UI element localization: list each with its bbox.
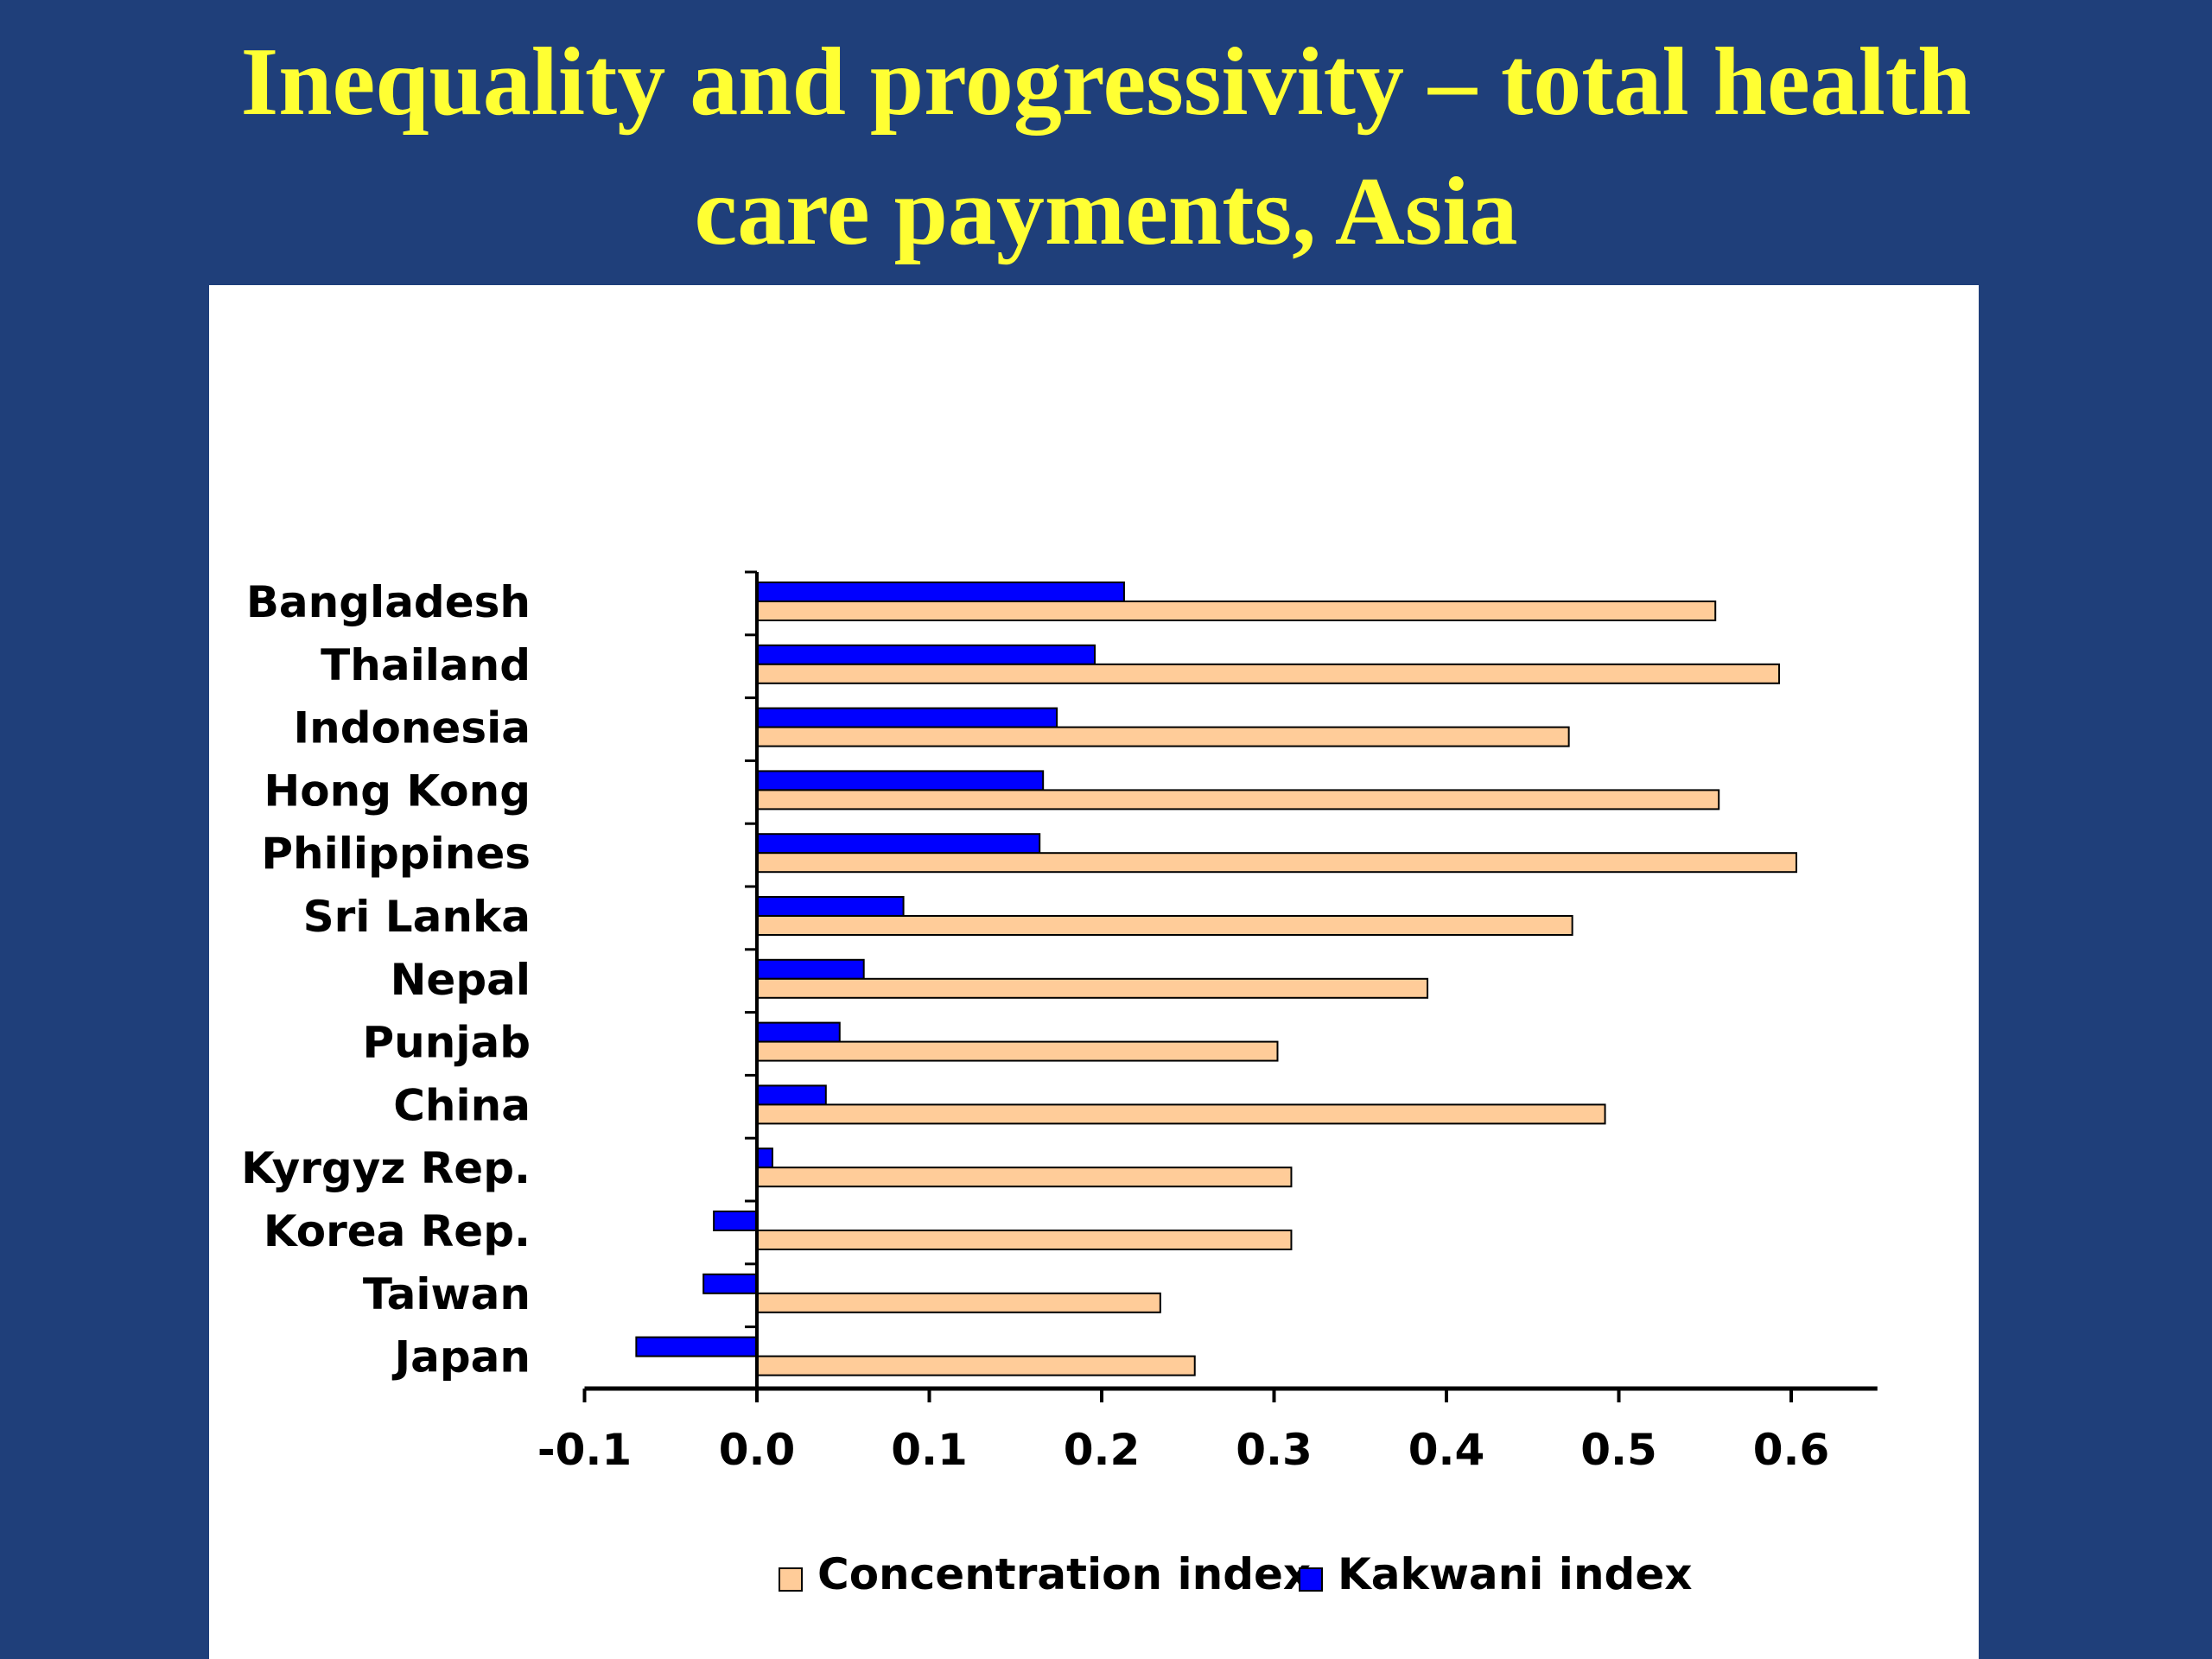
bar-kakwani-taiwan (702, 1273, 759, 1294)
category-label: Japan (392, 1332, 531, 1382)
x-tick-label: 0.6 (1753, 1425, 1830, 1475)
category-label: Indonesia (294, 703, 531, 753)
category-label: Korea Rep. (264, 1206, 531, 1256)
x-tick-label: 0.4 (1408, 1425, 1485, 1475)
bar-concentration-china (756, 1103, 1606, 1125)
bar-concentration-japan (756, 1355, 1196, 1376)
bar-concentration-hong-kong (756, 789, 1720, 810)
bar-concentration-punjab (756, 1040, 1279, 1062)
slide-title-line-1: Inequality and progressivity – total hea… (240, 29, 1972, 136)
bars-layer (635, 582, 1797, 1376)
category-label: Philippines (261, 829, 531, 879)
bar-concentration-korea-rep- (756, 1230, 1293, 1250)
bar-kakwani-sri-lanka (756, 896, 905, 917)
axes-layer (582, 570, 1878, 1402)
slide-title: Inequality and progressivity – total hea… (0, 17, 2212, 276)
category-label: Sri Lanka (303, 892, 531, 942)
category-label: Punjab (362, 1018, 531, 1068)
bar-kakwani-china (756, 1084, 827, 1106)
category-label: Taiwan (363, 1269, 531, 1319)
x-tick-label: 0.5 (1580, 1425, 1657, 1475)
bar-concentration-sri-lanka (756, 915, 1573, 936)
legend-label-concentration-index: Concentration index (817, 1549, 1311, 1599)
category-label: Bangladesh (246, 577, 531, 627)
bar-kakwani-nepal (756, 958, 865, 980)
bar-concentration-thailand (756, 663, 1781, 684)
bar-concentration-nepal (756, 977, 1429, 999)
x-tick-label: 0.3 (1236, 1425, 1313, 1475)
legend-swatch-kakwani-index (1299, 1567, 1323, 1592)
category-label: Kyrgyz Rep. (241, 1143, 531, 1193)
bar-kakwani-philippines (756, 833, 1041, 855)
bar-kakwani-kyrgyz-rep- (756, 1147, 773, 1169)
bar-concentration-taiwan (756, 1292, 1161, 1313)
category-label: Thailand (321, 640, 531, 690)
bar-kakwani-hong-kong (756, 770, 1045, 791)
legend-swatch-concentration-index (779, 1567, 803, 1592)
labels-layer: Bangladesh Thailand Indonesia Hong Kong Phil… (241, 577, 1829, 1475)
bar-kakwani-thailand (756, 644, 1096, 665)
bar-kakwani-korea-rep- (713, 1211, 758, 1231)
chart-panel: Bangladesh Thailand Indonesia Hong Kong Phil… (209, 285, 1979, 1659)
category-label: China (393, 1080, 531, 1130)
bar-kakwani-punjab (756, 1021, 841, 1043)
x-tick-label: 0.0 (719, 1425, 796, 1475)
bar-kakwani-indonesia (756, 707, 1058, 728)
bar-kakwani-japan (635, 1336, 758, 1357)
bar-kakwani-bangladesh (756, 582, 1125, 602)
category-label: Nepal (391, 955, 531, 1005)
x-tick-label: -0.1 (537, 1425, 632, 1475)
bar-concentration-indonesia (756, 726, 1570, 747)
slide-title-line-2: care payments, Asia (694, 158, 1518, 265)
category-label: Hong Kong (264, 766, 531, 816)
x-tick-label: 0.2 (1064, 1425, 1141, 1475)
bar-concentration-kyrgyz-rep- (756, 1166, 1293, 1188)
bar-concentration-philippines (756, 852, 1797, 874)
x-tick-label: 0.1 (891, 1425, 968, 1475)
chart-legend: Concentration index Kakwani index (779, 1549, 1693, 1599)
legend-label-kakwani-index: Kakwani index (1338, 1549, 1693, 1599)
bar-concentration-bangladesh (756, 601, 1717, 621)
bar-chart: Bangladesh Thailand Indonesia Hong Kong Phil… (241, 570, 1878, 1599)
